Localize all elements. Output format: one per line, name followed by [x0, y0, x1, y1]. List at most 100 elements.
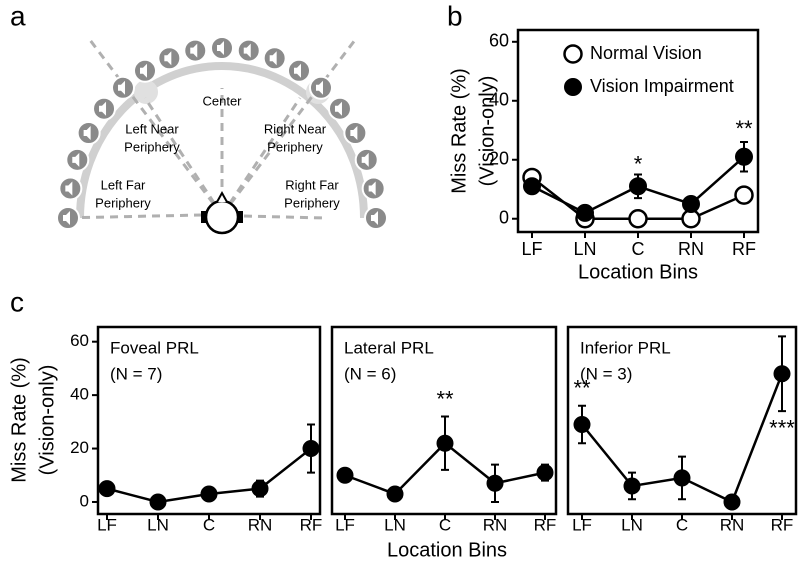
dashed-line	[143, 97, 224, 216]
panel-title: Lateral PRL	[344, 338, 434, 357]
y-tick-label: 0	[80, 491, 89, 510]
data-point	[98, 480, 116, 498]
speaker-glyph	[334, 101, 342, 116]
speaker-glyph	[243, 43, 251, 58]
x-tick-label: LN	[573, 239, 596, 259]
region-label: Periphery	[284, 195, 340, 210]
x-tick-label: LF	[521, 239, 542, 259]
data-point	[773, 365, 791, 383]
x-tick-label: RF	[771, 515, 794, 534]
panel-subtitle: (N = 6)	[344, 364, 396, 383]
y-axis-label: Miss Rate (%)	[448, 68, 470, 194]
x-tick-label: LF	[335, 515, 355, 534]
panel-subtitle: (N = 3)	[580, 364, 632, 383]
x-tick-label: LF	[97, 515, 117, 534]
dashed-line	[59, 213, 203, 220]
y-tick-label: 20	[70, 438, 89, 457]
x-tick-label: LN	[384, 515, 406, 534]
ear	[201, 211, 206, 223]
region-label: Periphery	[267, 139, 323, 154]
dashed-line	[88, 39, 224, 216]
data-point	[623, 477, 641, 495]
x-axis-label: Location Bins	[578, 261, 698, 283]
data-point	[723, 493, 741, 511]
arc-mask	[60, 218, 390, 388]
region-label: Periphery	[124, 139, 180, 154]
data-point	[735, 147, 753, 166]
speaker-diagram: Center Left Near Periphery Right Near Periph…	[56, 36, 390, 388]
legend-marker	[563, 44, 583, 64]
region-label: Periphery	[95, 195, 151, 210]
annotation: **	[573, 376, 591, 401]
x-tick-label: C	[676, 515, 688, 534]
speaker-glyph	[190, 43, 198, 58]
data-point	[486, 474, 504, 492]
speaker-glyph	[83, 126, 91, 140]
speaker-glyph	[65, 181, 73, 196]
speaker-glyph	[368, 181, 376, 196]
data-point	[436, 434, 454, 452]
x-tick-label: LN	[147, 515, 169, 534]
speaker-glyph	[118, 80, 126, 95]
data-point	[536, 464, 554, 482]
y-tick-label: 40	[70, 385, 89, 404]
legend-marker	[564, 78, 582, 96]
y-tick-label: 20	[489, 149, 509, 169]
panel-title: Foveal PRL	[110, 338, 199, 357]
data-point	[629, 177, 647, 196]
x-tick-label: LF	[572, 515, 592, 534]
x-tick-label: C	[439, 515, 451, 534]
x-tick-label: RF	[300, 515, 323, 534]
region-label: Right Near	[264, 121, 327, 136]
speaker-glyph	[361, 152, 369, 167]
panel-title: Inferior PRL	[580, 338, 671, 357]
speaker-glyph	[371, 211, 378, 225]
data-point	[734, 185, 754, 205]
data-point	[576, 203, 594, 222]
region-label: Left Far	[101, 177, 146, 192]
y-tick-label: 0	[499, 207, 509, 227]
speaker-glyph	[72, 152, 80, 167]
dashed-line	[220, 97, 302, 216]
legend-label: Normal Vision	[590, 43, 702, 63]
speaker-glyph	[315, 80, 323, 95]
annotation: ***	[769, 416, 795, 441]
x-tick-label: RN	[720, 515, 745, 534]
speaker-glyph	[63, 211, 70, 225]
x-tick-label: C	[203, 515, 215, 534]
panel-label: c	[10, 286, 24, 317]
x-axis-label: Location Bins	[387, 539, 507, 561]
speaker-glyph	[269, 51, 277, 66]
data-point	[336, 466, 354, 484]
x-tick-label: RN	[483, 515, 508, 534]
y-tick-label: 40	[489, 90, 509, 110]
head	[204, 199, 240, 235]
data-point	[149, 493, 167, 511]
data-point	[628, 208, 648, 229]
data-point	[251, 480, 269, 498]
x-tick-label: RF	[732, 239, 756, 259]
speaker-glyph	[164, 51, 172, 66]
data-point	[302, 440, 320, 458]
region-label: Right Far	[285, 177, 339, 192]
annotation: *	[634, 151, 643, 176]
blob	[134, 80, 158, 104]
region-label: Left Near	[125, 121, 179, 136]
x-tick-label: LN	[621, 515, 643, 534]
data-point	[682, 194, 700, 213]
ear	[238, 211, 243, 223]
y-axis-label: (Vision-only)	[476, 76, 498, 187]
data-point	[673, 469, 691, 487]
speaker-glyph	[294, 63, 301, 78]
y-axis-label: Miss Rate (%)	[8, 357, 30, 483]
annotation: **	[436, 386, 454, 411]
nose	[216, 190, 228, 203]
legend-label: Vision Impairment	[590, 76, 734, 96]
speaker-glyph	[350, 126, 358, 140]
region-label: Center	[202, 93, 242, 108]
x-tick-label: RN	[678, 239, 704, 259]
panel-label: b	[447, 0, 463, 31]
y-tick-label: 60	[70, 331, 89, 350]
speaker-glyph	[140, 63, 147, 78]
